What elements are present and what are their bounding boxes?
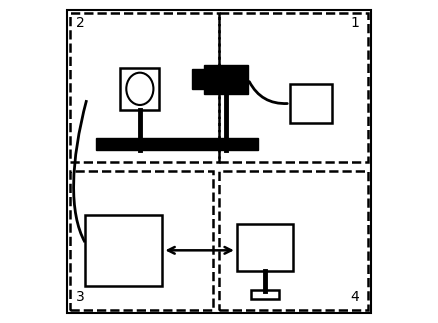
Bar [251, 290, 279, 299]
Bar [85, 215, 162, 286]
Text: 4: 4 [350, 290, 359, 304]
Bar [71, 13, 219, 162]
Text: 1: 1 [350, 16, 359, 30]
Bar [290, 84, 332, 123]
Bar [205, 65, 248, 94]
Bar [191, 69, 205, 89]
Bar [219, 13, 367, 162]
Bar [71, 171, 212, 310]
Bar [120, 68, 159, 110]
Bar [219, 171, 367, 310]
Text: 3: 3 [76, 290, 85, 304]
Bar [96, 138, 258, 150]
Ellipse shape [126, 73, 153, 105]
Text: 2: 2 [76, 16, 85, 30]
Bar [237, 224, 293, 271]
